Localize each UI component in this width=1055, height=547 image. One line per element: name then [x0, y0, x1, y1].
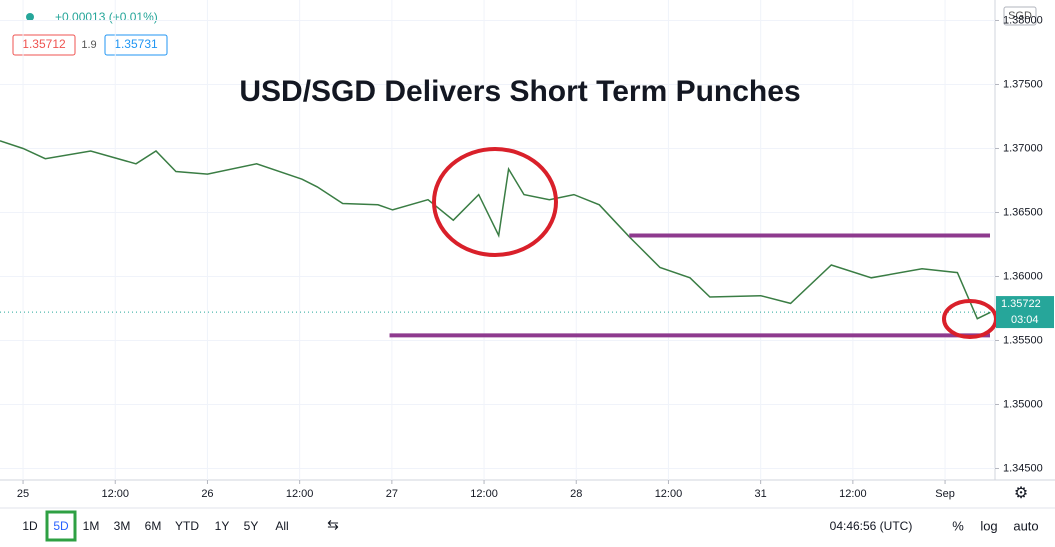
selected-interval-box	[45, 510, 77, 542]
x-tick-label: 27	[386, 488, 398, 500]
grid	[0, 0, 995, 480]
x-tick-label: 12:00	[286, 488, 314, 500]
interval-button[interactable]: 1D	[22, 519, 38, 533]
x-tick-label: 12:00	[839, 488, 867, 500]
status-dot	[26, 13, 34, 21]
interval-button[interactable]: 1Y	[215, 519, 230, 533]
interval-button[interactable]: All	[275, 519, 288, 533]
bid-box[interactable]	[12, 34, 76, 56]
plot	[0, 140, 995, 338]
x-tick-label: Sep	[935, 488, 955, 500]
scale-option[interactable]: log	[980, 518, 997, 533]
clock: 04:46:56 (UTC)	[830, 519, 913, 533]
y-tick-label: 1.38000	[1003, 14, 1043, 26]
last-price-label: 1.35722	[1001, 298, 1041, 310]
x-tick-label: 28	[570, 488, 582, 500]
y-tick-label: 1.35500	[1003, 334, 1043, 346]
interval-button[interactable]: 5D	[53, 519, 69, 533]
toolbar: 1D 5D 1M 3M 6M YTD 1Y 5Y All 04:46:56 (UTC)% log au…	[22, 510, 1039, 542]
x-tick-label: 31	[755, 488, 767, 500]
spread: 1.9	[81, 39, 96, 51]
y-tick-label: 1.36500	[1003, 206, 1043, 218]
compare-icon[interactable]: ⇆	[327, 517, 339, 533]
y-tick-label: 1.36000	[1003, 270, 1043, 282]
interval-button[interactable]: 3M	[114, 519, 131, 533]
currency-box	[1003, 6, 1037, 26]
settings-icon[interactable]: ⚙	[1014, 485, 1028, 502]
x-tick-label: 25	[17, 488, 29, 500]
chart-title: USD/SGD Delivers Short Term Punches	[239, 75, 800, 108]
x-tick-label: 26	[201, 488, 213, 500]
last-price-box	[996, 296, 1054, 329]
interval-button[interactable]: 6M	[145, 519, 162, 533]
ask[interactable]: 1.35731	[114, 37, 158, 51]
currency: SGD	[1008, 10, 1032, 22]
bid[interactable]: 1.35712	[22, 37, 66, 51]
x-tick-label: 12:00	[470, 488, 498, 500]
highlight-circle	[432, 147, 558, 257]
interval-button[interactable]: 5Y	[244, 519, 259, 533]
y-tick-label: 1.34500	[1003, 462, 1043, 474]
x-tick-label: 12:00	[101, 488, 129, 500]
x-tick-label: 12:00	[655, 488, 683, 500]
countdown: 03:04	[1011, 314, 1039, 326]
interval-button[interactable]: 1M	[83, 519, 100, 533]
scale-option[interactable]: %	[952, 518, 964, 533]
y-tick-label: 1.37500	[1003, 78, 1043, 90]
ask-box[interactable]	[104, 34, 168, 56]
y-tick-label: 1.37000	[1003, 142, 1043, 154]
price-line	[0, 140, 991, 320]
y-tick-label: 1.35000	[1003, 398, 1043, 410]
change: +0.00013 (+0.01%)	[55, 10, 158, 24]
interval-button[interactable]: YTD	[175, 519, 199, 533]
scale-option[interactable]: auto	[1013, 518, 1038, 533]
